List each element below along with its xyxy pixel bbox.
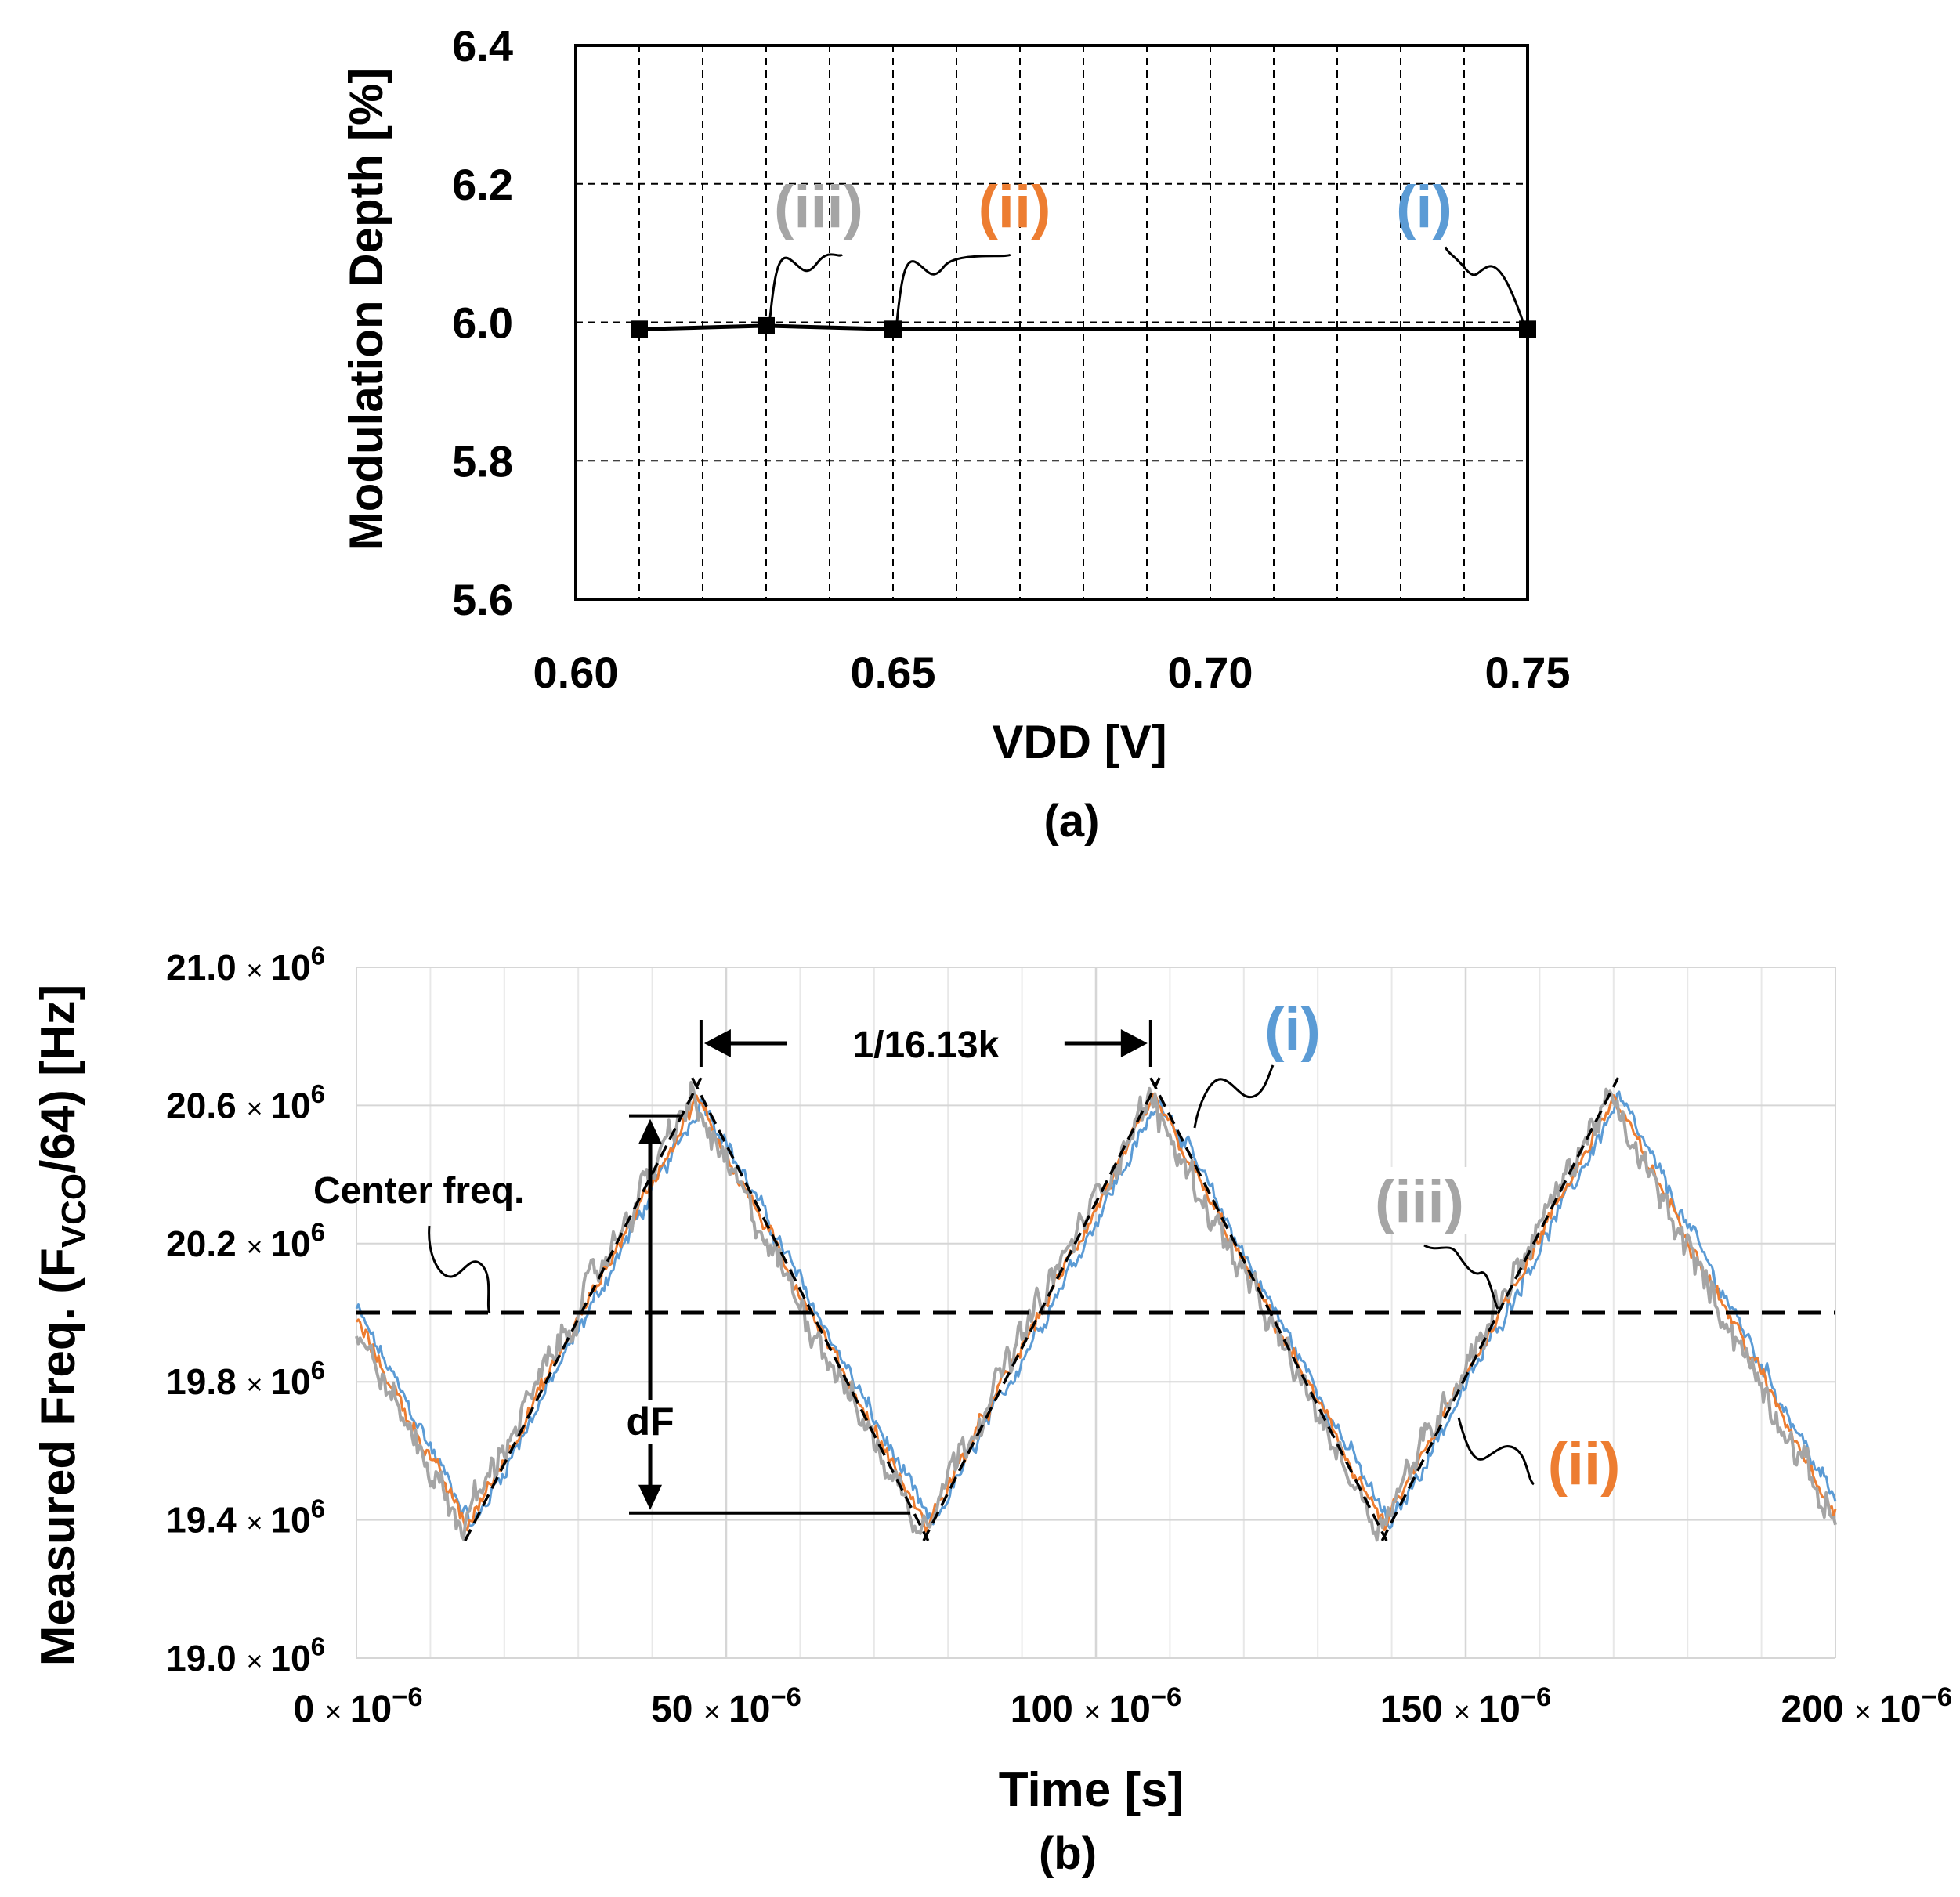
panel-b-y-tick-label: 20.2 × 106: [166, 1218, 325, 1263]
panel-b-label-iii: (iii): [1375, 1169, 1464, 1235]
panel-b-df-down-arrowhead: [638, 1484, 662, 1510]
panel-a-annotations: (iii) (ii) (i): [768, 174, 1524, 322]
panel-b-period-label: 1/16.13k: [852, 1024, 999, 1066]
panel-b-y-tick-label: 19.8 × 106: [166, 1357, 325, 1402]
panel-b-falling-fit-line: [1149, 1077, 1388, 1541]
panel-b-caption: (b): [1039, 1828, 1097, 1879]
panel-b-df-up-arrowhead: [638, 1118, 662, 1144]
panel-b-center-freq-label: Center freq.: [313, 1170, 524, 1212]
panel-b-label-iii-background: [1349, 1167, 1490, 1234]
panel-a-data-marker: [1519, 320, 1536, 338]
panel-a-y-axis-label: Modulation Depth [%]: [340, 68, 392, 551]
panel-a-x-tick-label: 0.75: [1485, 648, 1571, 697]
panel-b-x-axis-label: Time [s]: [999, 1763, 1184, 1817]
panel-b-label-i: (i): [1264, 996, 1321, 1063]
panel-b-x-tick-label: 150 × 10−6: [1380, 1682, 1551, 1730]
panel-b-y-tick-labels: 19.0 × 106 19.4 × 106 19.8 × 106 20.2 × 106…: [166, 942, 325, 1678]
panel-b-label-i-leader: [1193, 1064, 1275, 1129]
panel-a-annotation-label: (i): [1396, 174, 1452, 240]
panel-a-x-tick-label: 0.60: [533, 648, 619, 697]
panel-b-center-freq-leader: [428, 1225, 491, 1313]
panel-a-annotation-leader: [768, 253, 844, 319]
panel-a-annotation-label: (ii): [978, 174, 1051, 240]
panel-b-rising-fit-line: [464, 1077, 703, 1541]
panel-a-annotation-leader: [1444, 246, 1524, 322]
panel-b-x-tick-label: 0 × 10−6: [293, 1682, 422, 1730]
panel-b-rising-fit-line: [1380, 1077, 1620, 1541]
panel-b-x-tick-label: 100 × 10−6: [1011, 1682, 1181, 1730]
panel-b-period-right-arrowhead: [1120, 1029, 1148, 1057]
panel-b-x-tick-label: 200 × 10−6: [1781, 1682, 1952, 1730]
panel-a-y-tick-label: 6.0: [452, 298, 513, 348]
panel-b-label-ii-leader: [1457, 1417, 1535, 1486]
panel-b-df-label: dF: [626, 1400, 674, 1444]
panel-a-y-tick-labels: 5.6 5.8 6.0 6.2 6.4: [452, 21, 513, 624]
panel-b-y-axis-label-tail: /64) [Hz]: [31, 985, 85, 1173]
panel-b-falling-fit-line: [691, 1077, 930, 1541]
panel-b-y-axis-label: Measured Freq. (FVCO/64) [Hz]: [31, 985, 93, 1667]
panel-a-x-axis-label: VDD [V]: [992, 716, 1166, 768]
panel-a-x-tick-label: 0.65: [851, 648, 936, 697]
panel-b-label-iii-leader: [1423, 1244, 1499, 1310]
panel-a-annotation-leader: [895, 253, 1012, 322]
panel-a-y-tick-label: 5.8: [452, 436, 513, 486]
panel-a-x-tick-labels: 0.60 0.65 0.70 0.75: [533, 648, 1571, 697]
panel-a-caption: (a): [1044, 796, 1100, 847]
panel-b-df-label-background: [619, 1400, 682, 1444]
panel-b-y-axis-label-main: Measured Freq. (F: [31, 1248, 85, 1666]
panel-b-x-tick-label: 50 × 10−6: [651, 1682, 801, 1730]
panel-a-series: [631, 316, 1536, 338]
panel-b-rising-fit-line: [922, 1077, 1161, 1541]
panel-a-series-line: [638, 323, 1528, 331]
panel-a-x-tick-label: 0.70: [1168, 648, 1253, 697]
panel-a-data-marker: [884, 320, 902, 338]
panel-b-x-tick-labels: 0 × 10−6 50 × 10−6 100 × 10−6 150 × 10−6 200…: [293, 1682, 1952, 1730]
panel-b-annotations: Center freq. 1/16.13k dF (i) (iii) (ii): [313, 996, 1835, 1541]
panel-a-grid: [576, 45, 1528, 599]
panel-b-y-tick-label: 21.0 × 106: [166, 942, 325, 988]
panel-b-chart: 19.0 × 106 19.4 × 106 19.8 × 106 20.2 × 106…: [31, 942, 1952, 1879]
panel-a-annotation-label: (iii): [774, 174, 863, 240]
panel-b-label-ii: (ii): [1548, 1431, 1621, 1498]
panel-a-y-tick-label: 5.6: [452, 575, 513, 624]
panel-b-y-tick-label: 19.0 × 106: [166, 1633, 325, 1678]
panel-b-period-left-arrowhead: [703, 1029, 731, 1057]
panel-a-y-tick-label: 6.4: [452, 21, 513, 70]
panel-b-y-tick-label: 20.6 × 106: [166, 1080, 325, 1126]
panel-b-y-axis-label-sub: VCO: [55, 1173, 93, 1248]
panel-b-series-i-line: [355, 1090, 1837, 1530]
panel-a-y-tick-label: 6.2: [452, 160, 513, 209]
panel-a-data-marker: [758, 316, 775, 334]
panel-a-chart: 5.65.86.06.26.4 0.60 0.65 0.70 0.75 (iii) (i…: [340, 21, 1571, 847]
panel-b-series-iii-line: [355, 1081, 1837, 1542]
panel-a-data-marker: [631, 320, 648, 338]
panel-b-y-tick-label: 19.4 × 106: [166, 1494, 325, 1540]
